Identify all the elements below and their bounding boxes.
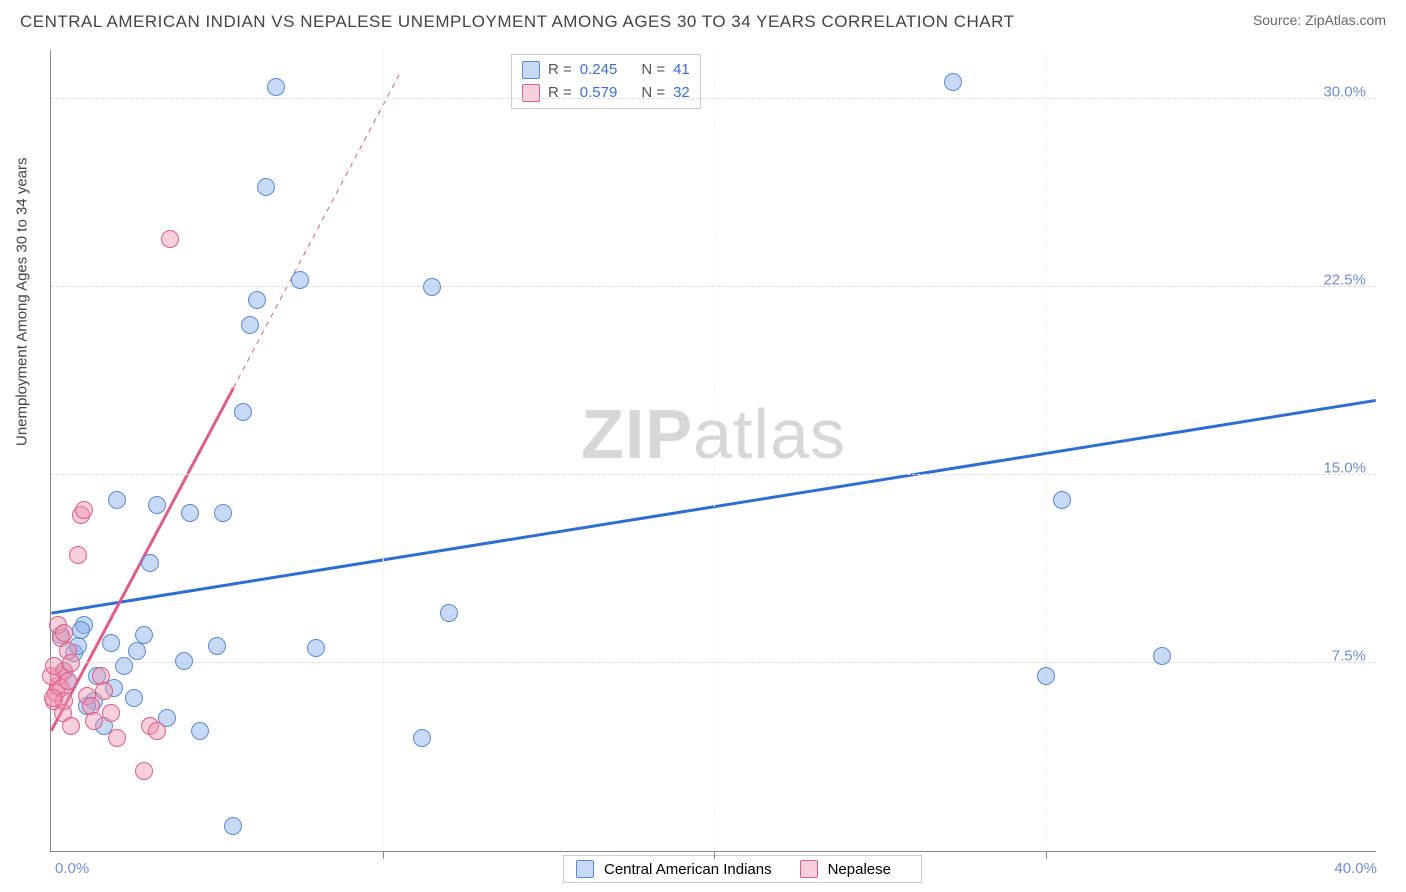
point-nepalese [95,682,113,700]
point-central-american-indian [115,657,133,675]
point-central-american-indian [141,554,159,572]
point-central-american-indian [1053,491,1071,509]
legend-n-value: 41 [673,59,690,82]
legend-r-label: R = [548,59,572,82]
legend-swatch [522,61,540,79]
correlation-legend: R = 0.245 N = 41 R = 0.579 N = 32 [511,54,701,109]
series-legend: Central American Indians Nepalese [563,855,922,883]
point-central-american-indian [175,652,193,670]
point-nepalese [45,657,63,675]
scatter-chart: ZIPatlas R = 0.245N = 41R = 0.579N = 32 … [50,50,1376,852]
legend-label-nepalese: Nepalese [828,861,891,878]
y-tick-label: 22.5% [1323,272,1366,289]
legend-n-label: N = [641,59,665,82]
point-central-american-indian [307,639,325,657]
point-central-american-indian [102,634,120,652]
point-central-american-indian [234,403,252,421]
x-tick-label-max: 40.0% [1334,860,1377,877]
point-central-american-indian [291,271,309,289]
point-central-american-indian [191,722,209,740]
x-tick [1046,851,1047,859]
point-nepalese [62,654,80,672]
point-central-american-indian [1037,667,1055,685]
point-nepalese [69,546,87,564]
point-central-american-indian [148,496,166,514]
point-central-american-indian [208,637,226,655]
point-central-american-indian [248,291,266,309]
point-central-american-indian [241,316,259,334]
legend-r-label: R = [548,82,572,105]
point-central-american-indian [214,504,232,522]
point-central-american-indian [944,73,962,91]
y-axis-label: Unemployment Among Ages 30 to 34 years [14,157,31,446]
point-nepalese [85,712,103,730]
correlation-legend-row: R = 0.579 N = 32 [522,82,690,105]
legend-r-value: 0.579 [580,82,618,105]
trend-line-pink-extrapolated [233,75,399,388]
point-central-american-indian [257,178,275,196]
point-nepalese [44,689,62,707]
y-tick-label: 30.0% [1323,84,1366,101]
gridline-v [714,50,715,851]
point-nepalese [55,624,73,642]
point-central-american-indian [224,817,242,835]
y-tick-label: 15.0% [1323,460,1366,477]
point-central-american-indian [181,504,199,522]
point-central-american-indian [423,278,441,296]
point-nepalese [161,230,179,248]
point-central-american-indian [413,729,431,747]
x-tick-label-min: 0.0% [55,860,89,877]
legend-label-central-american-indians: Central American Indians [604,861,772,878]
point-central-american-indian [440,604,458,622]
legend-n-label: N = [641,82,665,105]
chart-title: CENTRAL AMERICAN INDIAN VS NEPALESE UNEM… [20,12,1014,32]
y-tick-label: 7.5% [1332,648,1366,665]
correlation-legend-row: R = 0.245 N = 41 [522,59,690,82]
point-nepalese [108,729,126,747]
legend-swatch [576,860,594,878]
point-nepalese [135,762,153,780]
point-nepalese [102,704,120,722]
legend-n-value: 32 [673,82,690,105]
legend-r-value: 0.245 [580,59,618,82]
point-central-american-indian [72,621,90,639]
point-nepalese [75,501,93,519]
x-tick [714,851,715,859]
x-tick [383,851,384,859]
point-central-american-indian [125,689,143,707]
gridline-v [1046,50,1047,851]
source-attribution: Source: ZipAtlas.com [1253,12,1386,28]
point-central-american-indian [108,491,126,509]
point-central-american-indian [1153,647,1171,665]
point-central-american-indian [267,78,285,96]
point-nepalese [148,722,166,740]
point-nepalese [62,717,80,735]
gridline-v [383,50,384,851]
point-central-american-indian [135,626,153,644]
legend-swatch [800,860,818,878]
point-nepalese [59,672,77,690]
